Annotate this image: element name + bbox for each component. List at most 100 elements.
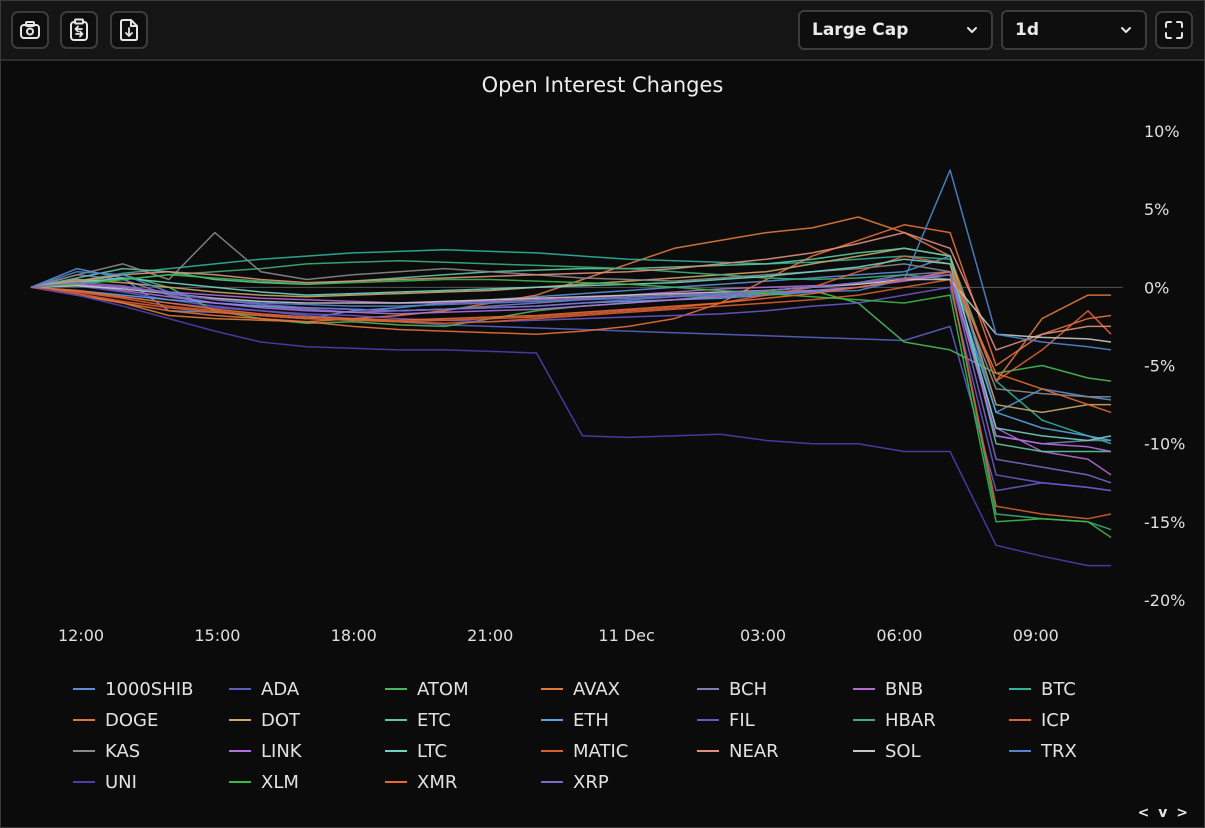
- legend-swatch: [853, 719, 875, 721]
- legend-item-near[interactable]: NEAR: [697, 739, 779, 763]
- legend-swatch: [385, 719, 407, 721]
- legend-swatch: [385, 750, 407, 752]
- legend-label: TRX: [1041, 740, 1077, 762]
- copy-button[interactable]: [60, 11, 98, 49]
- legend-item-atom[interactable]: ATOM: [385, 677, 469, 701]
- series-line-doge[interactable]: [30, 224, 1112, 367]
- legend-swatch: [229, 719, 251, 721]
- legend-swatch: [385, 781, 407, 783]
- legend-swatch: [697, 688, 719, 690]
- series-line-uni[interactable]: [30, 286, 1111, 567]
- series-line-xlm[interactable]: [30, 274, 1112, 539]
- legend-swatch: [853, 688, 875, 690]
- x-tick-label: 12:00: [58, 626, 104, 645]
- download-icon: [120, 19, 138, 41]
- legend-swatch: [385, 688, 407, 690]
- series-line-ltc[interactable]: [30, 258, 1112, 442]
- series-line-fil[interactable]: [30, 286, 1112, 492]
- market-cap-select[interactable]: Large Cap: [798, 10, 993, 50]
- market-cap-value: Large Cap: [812, 20, 909, 40]
- legend-label: UNI: [105, 771, 137, 793]
- legend-label: XMR: [417, 771, 458, 793]
- legend-label: ATOM: [417, 678, 469, 700]
- legend-item-etc[interactable]: ETC: [385, 708, 451, 732]
- camera-icon: [20, 21, 40, 39]
- legend-swatch: [541, 781, 563, 783]
- legend-label: BNB: [885, 678, 924, 700]
- timeframe-select[interactable]: 1d: [1001, 10, 1147, 50]
- series-line-ada[interactable]: [30, 285, 1112, 492]
- download-button[interactable]: [110, 11, 148, 49]
- legend-item-ada[interactable]: ADA: [229, 677, 299, 701]
- legend-item-btc[interactable]: BTC: [1009, 677, 1076, 701]
- legend-label: ETH: [573, 709, 609, 731]
- x-tick-label: 03:00: [740, 626, 786, 645]
- legend-item-link[interactable]: LINK: [229, 739, 302, 763]
- series-line-atom[interactable]: [30, 274, 1112, 382]
- legend-item-sol[interactable]: SOL: [853, 739, 921, 763]
- series-line-xrp[interactable]: [30, 274, 1112, 484]
- legend-item-matic[interactable]: MATIC: [541, 739, 628, 763]
- legend-item-doge[interactable]: DOGE: [73, 708, 158, 732]
- legend-label: XRP: [573, 771, 609, 793]
- legend-item-bnb[interactable]: BNB: [853, 677, 923, 701]
- legend-item-icp[interactable]: ICP: [1009, 708, 1070, 732]
- legend-item-ltc[interactable]: LTC: [385, 739, 447, 763]
- legend-label: HBAR: [885, 709, 936, 731]
- fullscreen-button[interactable]: [1155, 11, 1193, 49]
- legend-item-kas[interactable]: KAS: [73, 739, 140, 763]
- x-tick-label: 09:00: [1013, 626, 1059, 645]
- y-tick-label: 10%: [1144, 122, 1180, 141]
- legend-item-xlm[interactable]: XLM: [229, 770, 299, 794]
- series-line-trx[interactable]: [30, 169, 1112, 351]
- timeframe-value: 1d: [1015, 20, 1039, 40]
- screenshot-button[interactable]: [11, 11, 49, 49]
- series-line-near[interactable]: [30, 231, 1111, 351]
- x-tick-label: 21:00: [467, 626, 513, 645]
- legend-item-1000shib[interactable]: 1000SHIB: [73, 677, 193, 701]
- legend-label: BTC: [1041, 678, 1076, 700]
- legend-swatch: [1009, 719, 1031, 721]
- legend-label: NEAR: [729, 740, 779, 762]
- legend-label: ICP: [1041, 709, 1070, 731]
- legend-item-dot[interactable]: DOT: [229, 708, 300, 732]
- legend-swatch: [229, 781, 251, 783]
- x-tick-label: 18:00: [331, 626, 377, 645]
- legend-item-hbar[interactable]: HBAR: [853, 708, 936, 732]
- legend-swatch: [541, 719, 563, 721]
- legend-item-bch[interactable]: BCH: [697, 677, 767, 701]
- legend-label: ADA: [261, 678, 300, 700]
- legend-swatch: [1009, 750, 1031, 752]
- line-chart: 10% 5% 0% -5% -10% -15% -20% 12:00 15:00 18:00 21…: [30, 122, 1185, 645]
- clipboard-icon: [70, 18, 88, 41]
- series-line-sol[interactable]: [30, 278, 1112, 343]
- series-line-etc[interactable]: [30, 247, 1111, 453]
- legend-swatch: [697, 719, 719, 721]
- legend-item-xrp[interactable]: XRP: [541, 770, 609, 794]
- x-tick-label: 11 Dec: [598, 626, 654, 645]
- legend-label: 1000SHIB: [105, 678, 194, 700]
- legend-label: MATIC: [573, 740, 629, 762]
- x-tick-label: 06:00: [876, 626, 922, 645]
- legend-label: BCH: [729, 678, 768, 700]
- legend-item-fil[interactable]: FIL: [697, 708, 755, 732]
- series-line-xmr[interactable]: [30, 270, 1112, 414]
- legend-label: DOT: [261, 709, 301, 731]
- y-tick-label: -10%: [1144, 435, 1185, 454]
- legend-item-eth[interactable]: ETH: [541, 708, 609, 732]
- legend-item-uni[interactable]: UNI: [73, 770, 137, 794]
- legend-label: FIL: [729, 709, 755, 731]
- legend-label: LINK: [261, 740, 302, 762]
- legend-swatch: [73, 781, 95, 783]
- legend-item-xmr[interactable]: XMR: [385, 770, 457, 794]
- chevron-down-icon: [967, 27, 977, 33]
- legend-swatch: [73, 719, 95, 721]
- legend-swatch: [541, 688, 563, 690]
- legend-label: XLM: [261, 771, 299, 793]
- legend-item-avax[interactable]: AVAX: [541, 677, 620, 701]
- legend-swatch: [1009, 688, 1031, 690]
- legend-swatch: [229, 750, 251, 752]
- legend-item-trx[interactable]: TRX: [1009, 739, 1077, 763]
- legend-pager[interactable]: < v >: [1137, 805, 1190, 821]
